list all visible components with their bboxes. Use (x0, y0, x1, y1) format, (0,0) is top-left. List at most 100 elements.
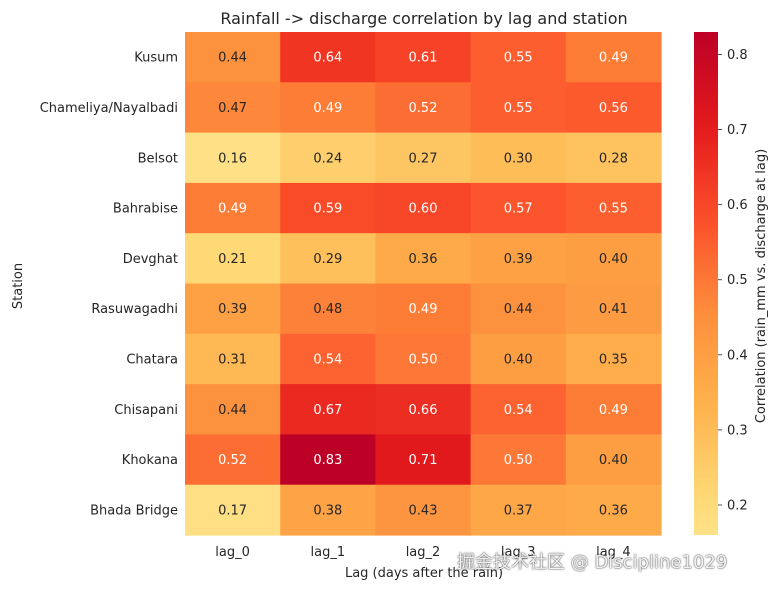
heatmap-cell (470, 434, 567, 486)
cell-value-label: 0.37 (504, 503, 533, 518)
cell-value-label: 0.49 (599, 403, 628, 418)
station-tick-label: Chisapani (114, 403, 178, 418)
cell-value-label: 0.55 (504, 101, 533, 116)
heatmap-cell (185, 484, 281, 536)
heatmap-cell (185, 32, 281, 83)
cell-value-label: 0.40 (599, 453, 628, 468)
cell-value-label: 0.49 (313, 101, 342, 116)
cell-value-label: 0.83 (313, 453, 342, 468)
cell-value-label: 0.49 (218, 202, 247, 217)
cell-value-label: 0.55 (599, 202, 628, 217)
cell-value-label: 0.29 (313, 252, 342, 267)
cell-value-label: 0.43 (409, 503, 438, 518)
cell-value-label: 0.40 (599, 252, 628, 267)
heatmap-cells (185, 32, 662, 536)
heatmap-cell (280, 384, 376, 435)
cell-value-label: 0.49 (409, 302, 438, 317)
cell-value-label: 0.28 (599, 151, 628, 166)
colorbar-tick-label: 0.3 (727, 423, 748, 438)
heatmap-cell (470, 384, 567, 435)
cell-value-label: 0.52 (409, 101, 438, 116)
heatmap-cell (185, 384, 281, 435)
colorbar-tick-label: 0.6 (727, 198, 748, 213)
colorbar-label: Correlation (rain_mm vs. discharge at la… (754, 149, 769, 423)
colorbar-tick-label: 0.8 (727, 48, 748, 63)
cell-value-label: 0.35 (599, 352, 628, 367)
cell-value-label: 0.67 (313, 403, 342, 418)
heatmap-cell (375, 233, 472, 285)
cell-value-label: 0.71 (409, 453, 438, 468)
cell-value-label: 0.61 (409, 51, 438, 66)
heatmap-cell (185, 182, 281, 234)
station-tick-label: Rasuwagadhi (91, 302, 178, 317)
station-tick-label: Khokana (122, 453, 178, 468)
cell-value-label: 0.44 (218, 403, 247, 418)
cell-value-label: 0.17 (218, 503, 247, 518)
lag-tick-label: lag_3 (501, 545, 536, 560)
heatmap-cell (375, 132, 472, 184)
station-tick-label: Chatara (126, 352, 178, 367)
heatmap-cell (375, 283, 472, 335)
cell-value-label: 0.36 (599, 503, 628, 518)
heatmap-cell (185, 132, 281, 184)
cell-value-label: 0.57 (504, 202, 533, 217)
heatmap-cell (470, 333, 567, 385)
y-axis-label: Station (11, 263, 26, 309)
heatmap-cell (375, 484, 472, 536)
cell-value-label: 0.27 (409, 151, 438, 166)
lag-tick-label: lag_0 (215, 545, 250, 560)
cell-value-label: 0.54 (504, 403, 533, 418)
heatmap-cell (280, 333, 376, 385)
heatmap-cell (470, 82, 567, 134)
cell-value-label: 0.36 (409, 252, 438, 267)
heatmap-cell (470, 182, 567, 234)
station-tick-label: Chameliya/Nayalbadi (40, 101, 178, 116)
cell-value-label: 0.64 (313, 51, 342, 66)
heatmap-cell (565, 182, 662, 234)
heatmap-cell (565, 484, 662, 536)
colorbar-tick-label: 0.4 (727, 348, 748, 363)
heatmap-cell (375, 32, 472, 83)
cell-value-label: 0.21 (218, 252, 247, 267)
colorbar (694, 32, 718, 535)
lag-tick-label: lag_4 (596, 545, 631, 560)
heatmap-cell (565, 333, 662, 385)
cell-value-label: 0.50 (504, 453, 533, 468)
cell-value-label: 0.66 (409, 403, 438, 418)
heatmap-cell (185, 434, 281, 486)
heatmap-cell (280, 182, 376, 234)
station-tick-labels: Kusum Chameliya/Nayalbadi Belsot Bahrabise D… (40, 51, 178, 519)
cell-value-label: 0.39 (218, 302, 247, 317)
heatmap-cell (185, 283, 281, 335)
cell-value-label: 0.48 (313, 302, 342, 317)
heatmap-cell (565, 82, 662, 134)
colorbar-tick-label: 0.2 (727, 498, 748, 513)
station-tick-label: Devghat (123, 252, 178, 267)
cell-value-label: 0.24 (313, 151, 342, 166)
heatmap-cell (375, 434, 472, 486)
cell-value-label: 0.47 (218, 101, 247, 116)
colorbar-tick-label: 0.7 (727, 123, 748, 138)
cell-value-label: 0.38 (313, 503, 342, 518)
heatmap-cell (280, 233, 376, 285)
heatmap-cell (185, 233, 281, 285)
cell-value-label: 0.56 (599, 101, 628, 116)
colorbar-tick-label: 0.5 (727, 273, 748, 288)
heatmap-cell (470, 233, 567, 285)
heatmap-cell (470, 484, 567, 536)
cell-value-label: 0.59 (313, 202, 342, 217)
lag-tick-labels: lag_0 lag_1 lag_2 lag_3 lag_4 (215, 545, 630, 560)
station-tick-label: Bhada Bridge (90, 503, 178, 518)
heatmap-cell (280, 283, 376, 335)
x-axis-label: Lag (days after the rain) (345, 566, 503, 581)
lag-tick-label: lag_2 (406, 545, 441, 560)
chart-title: Rainfall -> discharge correlation by lag… (220, 9, 627, 28)
cell-value-label: 0.41 (599, 302, 628, 317)
heatmap-cell (280, 82, 376, 134)
lag-tick-label: lag_1 (310, 545, 345, 560)
cell-value-label: 0.60 (409, 202, 438, 217)
colorbar-tick-labels: 0.2 0.3 0.4 0.5 0.6 0.7 0.8 (718, 48, 748, 513)
heatmap-cell (280, 434, 376, 486)
